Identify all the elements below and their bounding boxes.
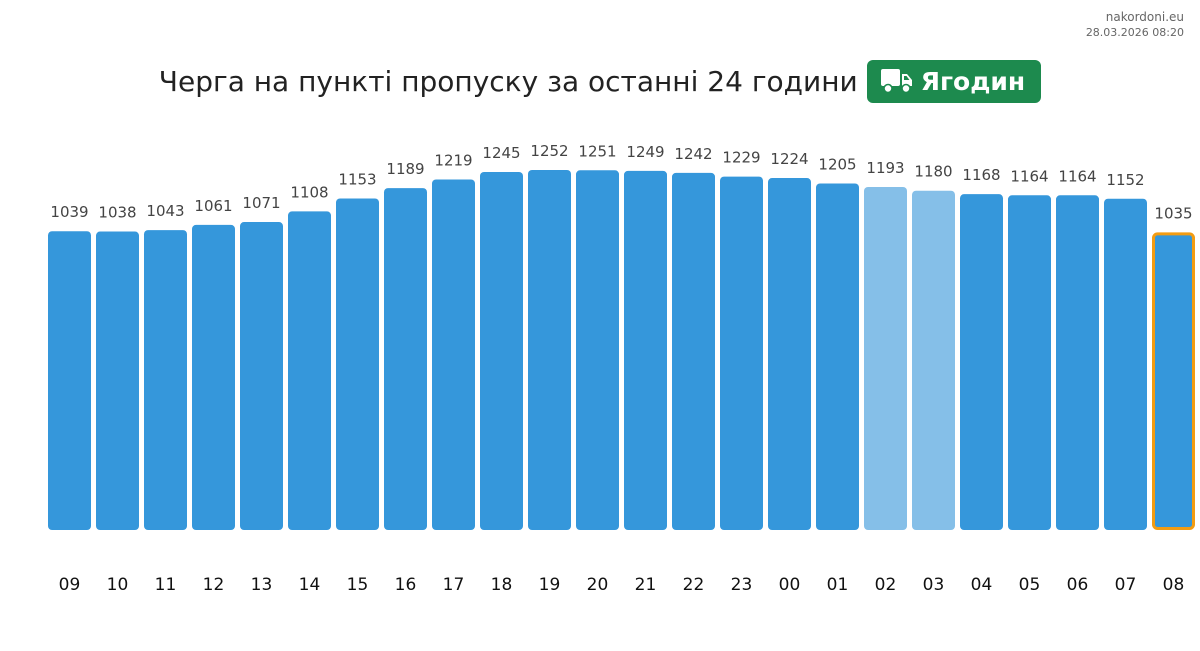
category-label-22: 22: [683, 575, 705, 595]
value-label-10: 1038: [98, 204, 136, 222]
value-label-21: 1249: [626, 143, 664, 161]
value-label-00: 1224: [770, 150, 808, 168]
bar-02: [864, 186, 907, 531]
category-label-18: 18: [491, 575, 513, 595]
bar-22: [672, 172, 715, 530]
category-label-00: 00: [779, 575, 801, 595]
value-label-08: 1035: [1154, 204, 1192, 222]
category-label-23: 23: [731, 575, 753, 595]
bar-23: [720, 176, 763, 531]
value-label-20: 1251: [578, 142, 616, 160]
source-site: nakordoni.eu: [1105, 10, 1184, 24]
chart-title: Черга на пункті пропуску за останні 24 г…: [158, 64, 858, 98]
value-label-05: 1164: [1010, 167, 1048, 185]
bar-01: [816, 183, 859, 530]
value-label-18: 1245: [482, 144, 520, 162]
value-label-22: 1242: [674, 145, 712, 163]
bar-18: [480, 172, 523, 530]
bar-08: [1152, 232, 1195, 530]
value-label-16: 1189: [386, 160, 424, 178]
bar-13: [240, 222, 283, 530]
value-label-09: 1039: [50, 203, 88, 221]
value-label-15: 1153: [338, 170, 376, 188]
value-label-23: 1229: [722, 149, 760, 167]
bar-07: [1104, 198, 1147, 530]
bar-05: [1008, 195, 1051, 530]
value-label-13: 1071: [242, 194, 280, 212]
category-label-13: 13: [251, 575, 273, 595]
chart-header: Черга на пункті пропуску за останні 24 г…: [0, 59, 1200, 103]
category-label-12: 12: [203, 575, 225, 595]
category-label-06: 06: [1067, 575, 1089, 595]
value-label-04: 1168: [962, 166, 1000, 184]
source-info: nakordoni.eu 28.03.2026 08:20: [1086, 10, 1184, 40]
category-label-07: 07: [1115, 575, 1137, 595]
value-label-14: 1108: [290, 183, 328, 201]
value-label-19: 1252: [530, 142, 568, 160]
value-label-07: 1152: [1106, 171, 1144, 189]
bar-04: [960, 194, 1003, 530]
value-label-01: 1205: [818, 156, 856, 174]
category-label-21: 21: [635, 575, 657, 595]
category-label-19: 19: [539, 575, 561, 595]
checkpoint-name: Ягодин: [920, 66, 1026, 96]
bar-15: [336, 198, 379, 530]
category-label-16: 16: [395, 575, 417, 595]
bar-12: [192, 224, 235, 531]
bar-14: [288, 211, 331, 530]
bar-00: [768, 178, 811, 530]
bar-09: [48, 231, 91, 530]
value-label-17: 1219: [434, 151, 472, 169]
category-label-10: 10: [107, 575, 129, 595]
value-label-02: 1193: [866, 159, 904, 177]
category-label-01: 01: [827, 575, 849, 595]
category-label-09: 09: [59, 575, 81, 595]
category-label-04: 04: [971, 575, 993, 595]
value-label-11: 1043: [146, 202, 184, 220]
category-label-17: 17: [443, 575, 465, 595]
bar-11: [144, 230, 187, 531]
category-label-08: 08: [1163, 575, 1185, 595]
category-label-02: 02: [875, 575, 897, 595]
value-label-06: 1164: [1058, 167, 1096, 185]
bar-20: [576, 170, 619, 530]
value-label-03: 1180: [914, 163, 952, 181]
category-label-14: 14: [299, 575, 321, 595]
checkpoint-badge: Ягодин: [866, 59, 1042, 103]
category-label-20: 20: [587, 575, 609, 595]
bar-06: [1056, 195, 1099, 530]
category-label-11: 11: [155, 575, 177, 595]
category-label-15: 15: [347, 575, 369, 595]
category-label-03: 03: [923, 575, 945, 595]
value-label-12: 1061: [194, 197, 232, 215]
bar-17: [432, 179, 475, 530]
bar-16: [384, 188, 427, 530]
bar-21: [624, 170, 667, 531]
bar-10: [96, 231, 139, 530]
bar-19: [528, 170, 571, 530]
category-label-05: 05: [1019, 575, 1041, 595]
bar-03: [912, 190, 955, 530]
truck-icon: [880, 69, 912, 93]
source-timestamp: 28.03.2026 08:20: [1085, 26, 1184, 39]
